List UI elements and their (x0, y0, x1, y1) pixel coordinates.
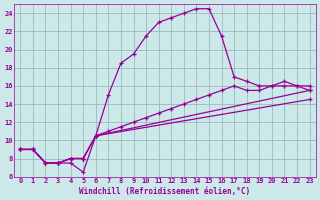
X-axis label: Windchill (Refroidissement éolien,°C): Windchill (Refroidissement éolien,°C) (79, 187, 251, 196)
